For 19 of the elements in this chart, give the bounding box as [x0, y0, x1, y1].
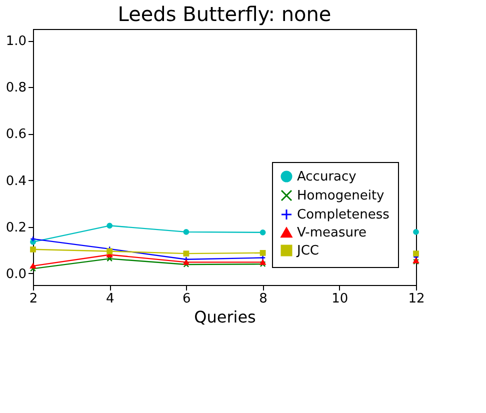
y-tick-label: 1.0	[6, 34, 26, 50]
legend-label: JCC	[296, 244, 319, 258]
x-tick-label: 10	[332, 292, 348, 306]
legend-label: Completeness	[297, 208, 390, 222]
y-tick-label: 0.4	[6, 174, 26, 189]
legend-label: Homogeneity	[297, 188, 385, 204]
x-tick-label: 12	[408, 292, 425, 306]
y-tick-label: 0.6	[6, 127, 26, 142]
legend-label: Accuracy	[297, 170, 357, 184]
x-tick-label: 8	[259, 292, 268, 306]
y-tick-label: 0.2	[6, 220, 26, 236]
x-tick-label: 2	[29, 292, 38, 306]
x-tick-label: 6	[182, 292, 191, 306]
y-tick-label: 0.0	[6, 266, 26, 282]
legend-label: V-measure	[297, 226, 367, 240]
chart-title: Leeds Butterfly: none	[118, 2, 332, 26]
y-tick-label: 0.8	[6, 80, 26, 96]
x-tick-label: 4	[106, 292, 114, 306]
x-axis-title: Queries	[194, 308, 256, 326]
